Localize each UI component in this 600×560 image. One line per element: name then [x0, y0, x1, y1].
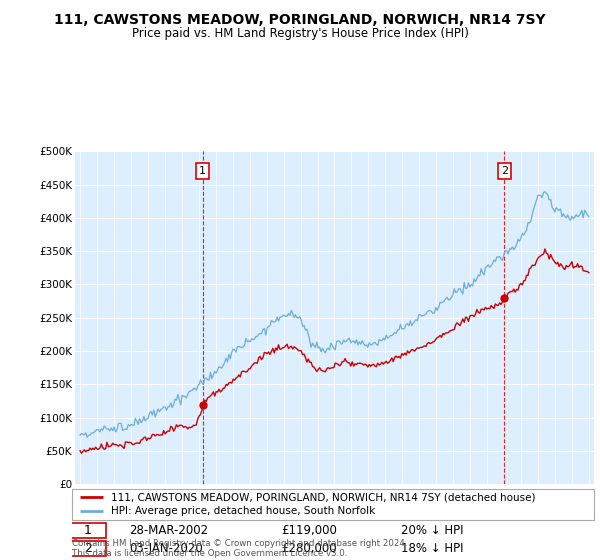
Text: 2: 2: [84, 542, 92, 555]
Text: 111, CAWSTONS MEADOW, PORINGLAND, NORWICH, NR14 7SY (detached house): 111, CAWSTONS MEADOW, PORINGLAND, NORWIC…: [111, 492, 536, 502]
Text: 1: 1: [84, 524, 92, 538]
Text: 20% ↓ HPI: 20% ↓ HPI: [401, 524, 463, 538]
FancyBboxPatch shape: [72, 489, 594, 520]
FancyBboxPatch shape: [70, 540, 106, 556]
Text: 2: 2: [501, 166, 508, 176]
Text: Price paid vs. HM Land Registry's House Price Index (HPI): Price paid vs. HM Land Registry's House …: [131, 27, 469, 40]
Text: 28-MAR-2002: 28-MAR-2002: [130, 524, 209, 538]
FancyBboxPatch shape: [70, 523, 106, 539]
Text: 03-JAN-2020: 03-JAN-2020: [130, 542, 203, 555]
Text: 1: 1: [199, 166, 206, 176]
Text: HPI: Average price, detached house, South Norfolk: HPI: Average price, detached house, Sout…: [111, 506, 376, 516]
Text: 18% ↓ HPI: 18% ↓ HPI: [401, 542, 463, 555]
Text: Contains HM Land Registry data © Crown copyright and database right 2024.
This d: Contains HM Land Registry data © Crown c…: [72, 539, 407, 558]
Text: £280,000: £280,000: [281, 542, 337, 555]
Text: 111, CAWSTONS MEADOW, PORINGLAND, NORWICH, NR14 7SY: 111, CAWSTONS MEADOW, PORINGLAND, NORWIC…: [54, 13, 546, 27]
Text: £119,000: £119,000: [281, 524, 337, 538]
